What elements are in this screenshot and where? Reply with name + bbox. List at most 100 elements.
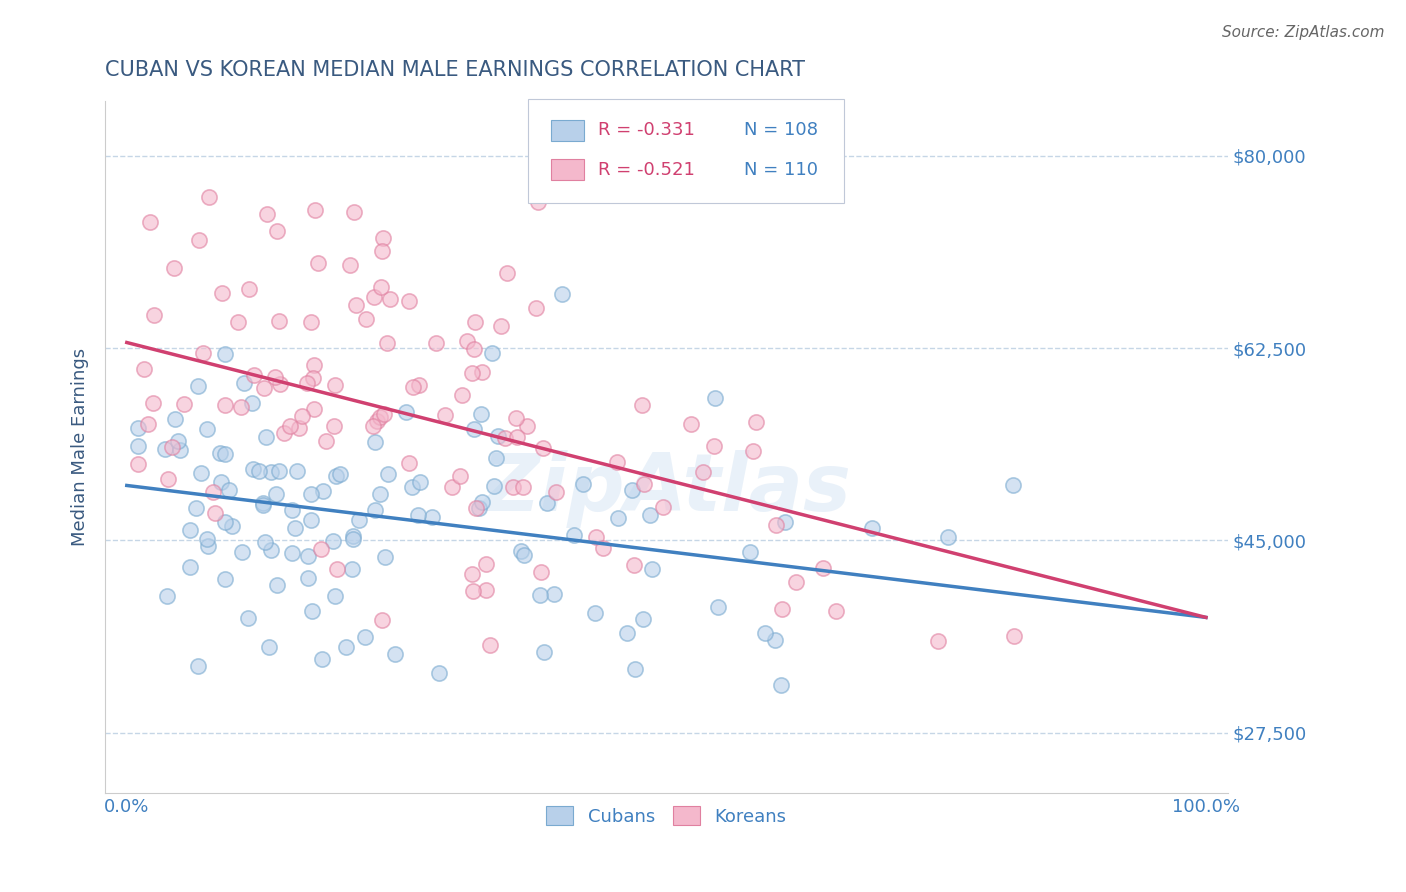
Point: [773, 515, 796, 529]
Point: [420, 509, 443, 524]
Point: [592, 541, 614, 556]
Point: [187, 658, 209, 673]
Point: [242, 462, 264, 476]
Point: [299, 487, 322, 501]
Point: [936, 531, 959, 545]
Point: [516, 419, 538, 434]
Point: [315, 434, 337, 448]
Point: [489, 319, 512, 334]
Point: [269, 376, 291, 391]
Point: [342, 532, 364, 546]
Point: [322, 419, 344, 434]
Point: [231, 545, 253, 559]
Point: [692, 465, 714, 479]
Point: [394, 405, 416, 419]
Point: [363, 290, 385, 304]
Point: [214, 447, 236, 461]
Point: [240, 396, 263, 410]
Point: [513, 548, 536, 562]
Point: [257, 640, 280, 654]
Point: [505, 411, 527, 425]
Point: [465, 501, 488, 516]
Point: [441, 480, 464, 494]
Point: [470, 407, 492, 421]
Point: [173, 397, 195, 411]
Point: [343, 205, 366, 219]
Point: [464, 315, 486, 329]
Point: [429, 665, 451, 680]
Text: Source: ZipAtlas.com: Source: ZipAtlas.com: [1222, 25, 1385, 40]
Point: [502, 480, 524, 494]
Point: [287, 464, 309, 478]
Point: [349, 513, 371, 527]
Point: [284, 521, 307, 535]
Point: [1002, 629, 1025, 643]
Point: [681, 417, 703, 431]
Point: [201, 484, 224, 499]
Point: [398, 293, 420, 308]
Point: [361, 418, 384, 433]
Point: [221, 519, 243, 533]
Point: [370, 280, 392, 294]
Point: [533, 645, 555, 659]
Point: [765, 518, 787, 533]
Point: [368, 409, 391, 424]
Point: [536, 496, 558, 510]
Point: [297, 571, 319, 585]
Point: [425, 336, 447, 351]
Point: [927, 634, 949, 648]
Point: [179, 560, 201, 574]
Point: [214, 572, 236, 586]
Point: [247, 464, 270, 478]
Point: [531, 441, 554, 455]
Point: [209, 446, 232, 460]
Point: [377, 335, 399, 350]
Text: ZipAtlas: ZipAtlas: [481, 450, 851, 527]
Point: [451, 388, 474, 402]
Point: [354, 630, 377, 644]
Point: [297, 549, 319, 563]
Point: [456, 334, 478, 349]
Point: [621, 483, 644, 497]
Point: [543, 587, 565, 601]
Point: [408, 378, 430, 392]
Point: [408, 508, 430, 522]
Point: [127, 458, 149, 472]
Text: N = 110: N = 110: [744, 161, 818, 179]
Y-axis label: Median Male Earnings: Median Male Earnings: [72, 348, 89, 546]
FancyBboxPatch shape: [529, 98, 844, 203]
Point: [371, 613, 394, 627]
Point: [631, 612, 654, 626]
Point: [226, 315, 249, 329]
Point: [160, 440, 183, 454]
Point: [238, 611, 260, 625]
Point: [252, 498, 274, 512]
Point: [373, 230, 395, 244]
Point: [273, 425, 295, 440]
Point: [260, 465, 283, 479]
Point: [479, 638, 502, 652]
Point: [754, 625, 776, 640]
Point: [506, 430, 529, 444]
Point: [623, 662, 645, 676]
Point: [329, 467, 352, 481]
Point: [364, 502, 387, 516]
FancyBboxPatch shape: [551, 120, 585, 141]
Point: [526, 195, 548, 210]
Point: [461, 566, 484, 581]
Point: [281, 503, 304, 517]
Point: [616, 625, 638, 640]
Point: [325, 469, 347, 483]
Point: [288, 420, 311, 434]
Point: [252, 496, 274, 510]
Point: [623, 558, 645, 573]
Point: [264, 370, 287, 384]
Legend: Cubans, Koreans: Cubans, Koreans: [538, 799, 794, 833]
Point: [496, 266, 519, 280]
Point: [266, 578, 288, 592]
Point: [409, 475, 432, 490]
Point: [256, 207, 278, 221]
Point: [295, 376, 318, 390]
Point: [703, 439, 725, 453]
Point: [218, 483, 240, 497]
